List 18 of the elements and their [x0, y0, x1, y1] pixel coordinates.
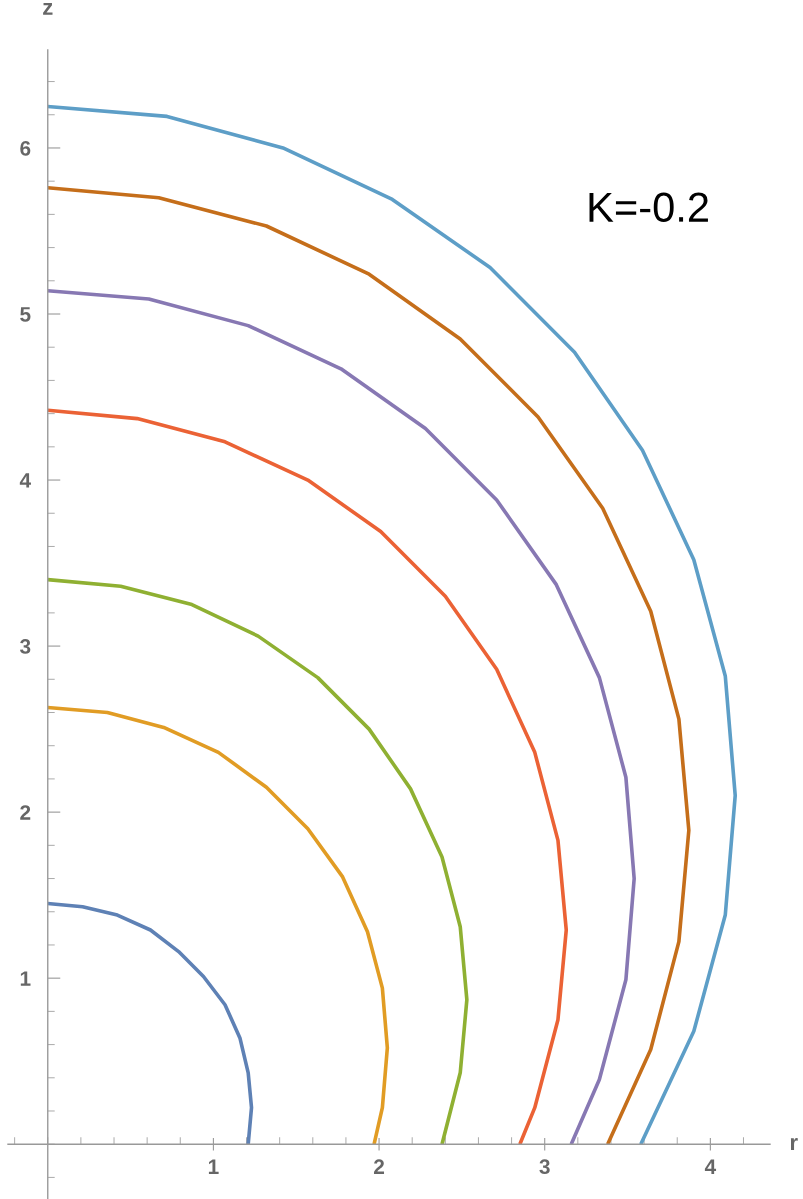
y-tick-label: 6 [20, 140, 31, 156]
x-tick-label: 3 [539, 1159, 550, 1175]
y-tick-label: 4 [19, 473, 31, 488]
y-axis-title: z [43, 3, 53, 15]
y-tick-label: 5 [20, 307, 31, 322]
y-tick-label: 3 [19, 639, 31, 654]
x-tick-label: 2 [373, 1159, 385, 1174]
line-series [45, 408, 569, 1147]
line-series [45, 288, 636, 1147]
x-tick-label: 1 [208, 1159, 219, 1174]
x-tick-label: 4 [704, 1159, 717, 1174]
line-series [45, 705, 390, 1147]
y-tick-label: 2 [20, 805, 31, 820]
y-tick-label: 1 [20, 971, 31, 986]
line-series [45, 901, 254, 1147]
line-series [45, 577, 469, 1147]
x-axis-title: r [790, 1137, 798, 1150]
annotation: K=-0.2 [589, 192, 708, 223]
